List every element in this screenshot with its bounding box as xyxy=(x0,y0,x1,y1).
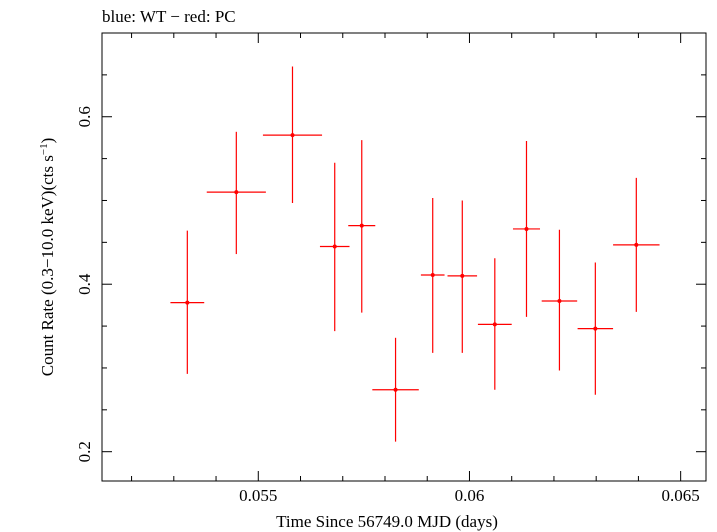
point-marker xyxy=(460,273,465,278)
data-point xyxy=(613,177,660,312)
y-axis-label-sup: −1 xyxy=(38,143,50,155)
point-marker xyxy=(332,244,337,249)
data-point xyxy=(206,131,266,255)
y-tick-label: 0.4 xyxy=(75,273,94,295)
data-point xyxy=(477,258,512,390)
point-marker xyxy=(359,223,364,228)
point-marker xyxy=(430,273,435,278)
data-point xyxy=(372,337,419,442)
y-tick-label: 0.2 xyxy=(75,441,94,462)
point-marker xyxy=(593,326,598,331)
data-point xyxy=(512,141,541,317)
data-point xyxy=(319,162,350,332)
x-tick-label: 0.06 xyxy=(455,486,485,505)
y-tick-label: 0.6 xyxy=(75,106,94,127)
data-point xyxy=(447,200,478,353)
point-marker xyxy=(634,242,639,247)
data-point xyxy=(348,140,376,313)
data-point xyxy=(170,230,205,374)
y-axis-label: Count Rate (0.3−10.0 keV)(cts s−1) xyxy=(38,138,57,377)
y-axis-label-end: ) xyxy=(38,138,57,144)
point-marker xyxy=(393,387,398,392)
point-marker xyxy=(234,190,239,195)
y-tick-labels: 0.2 0.4 0.6 xyxy=(75,106,94,462)
data-point xyxy=(262,66,323,203)
point-marker xyxy=(185,300,190,305)
point-marker xyxy=(290,133,295,138)
data-point xyxy=(541,229,578,371)
point-marker xyxy=(492,322,497,327)
point-marker xyxy=(524,226,529,231)
x-tick-label: 0.065 xyxy=(662,486,700,505)
data-points xyxy=(170,66,660,442)
chart-title: blue: WT − red: PC xyxy=(102,7,236,26)
plot-frame xyxy=(101,32,707,482)
data-point xyxy=(577,262,614,395)
x-tick-labels: 0.055 0.06 0.065 xyxy=(239,486,700,505)
y-axis-label-main: Count Rate (0.3−10.0 keV)(cts s xyxy=(38,155,57,376)
x-tick-label: 0.055 xyxy=(239,486,277,505)
data-point xyxy=(420,197,445,353)
point-marker xyxy=(557,298,562,303)
x-axis-label: Time Since 56749.0 MJD (days) xyxy=(276,512,498,531)
axis-ticks xyxy=(102,32,706,481)
